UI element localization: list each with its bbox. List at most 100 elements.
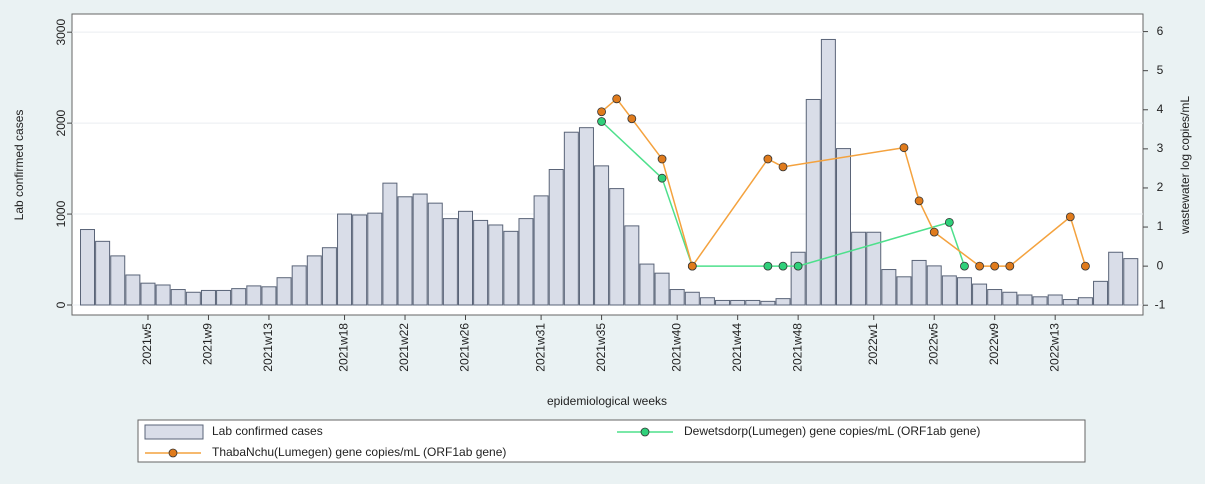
bar bbox=[367, 212, 383, 306]
bar bbox=[291, 265, 307, 306]
line-marker bbox=[657, 154, 667, 164]
x-tick-label: 2021w22 bbox=[397, 323, 411, 372]
bar bbox=[261, 286, 277, 306]
bar bbox=[669, 289, 685, 306]
line-marker bbox=[597, 107, 606, 117]
x-tick-label: 2021w9 bbox=[201, 323, 215, 365]
line-segment bbox=[661, 158, 694, 267]
line-segment bbox=[1009, 216, 1071, 267]
x-tick-label: 2021w48 bbox=[790, 323, 804, 372]
x-tick-label: 2021w44 bbox=[730, 323, 744, 372]
line-marker bbox=[975, 261, 984, 271]
bar bbox=[397, 196, 413, 306]
bar bbox=[216, 289, 232, 306]
bar bbox=[987, 289, 1003, 306]
line-marker bbox=[778, 162, 788, 172]
x-tick-label: 2021w18 bbox=[337, 323, 351, 372]
line-marker bbox=[960, 261, 969, 271]
line-segment bbox=[933, 231, 981, 267]
bar bbox=[1062, 299, 1078, 306]
bar bbox=[503, 230, 519, 306]
line-marker bbox=[929, 227, 939, 237]
y-tick-label: 1000 bbox=[54, 200, 68, 227]
line-marker bbox=[657, 173, 667, 183]
bar bbox=[881, 269, 897, 306]
y2-tick-label: 2 bbox=[1157, 180, 1164, 194]
x-tick-label: 2021w35 bbox=[594, 323, 608, 372]
line-marker bbox=[778, 261, 788, 271]
bar bbox=[276, 277, 292, 306]
bar bbox=[836, 148, 851, 306]
bar bbox=[745, 299, 761, 306]
bar bbox=[231, 288, 247, 306]
bar bbox=[246, 285, 262, 306]
bar bbox=[442, 218, 458, 306]
bar bbox=[624, 225, 640, 306]
bar bbox=[352, 214, 368, 306]
legend-label: Lab confirmed cases bbox=[212, 424, 323, 438]
bar bbox=[337, 213, 353, 306]
y2-tick-label: 6 bbox=[1157, 24, 1164, 38]
bar bbox=[926, 265, 942, 306]
line-segment bbox=[661, 177, 694, 267]
bar bbox=[699, 297, 715, 306]
line-marker bbox=[763, 261, 773, 271]
bar bbox=[488, 224, 504, 306]
line-segment bbox=[948, 222, 966, 267]
line-marker bbox=[793, 261, 803, 271]
bar bbox=[578, 127, 594, 306]
bar bbox=[896, 276, 912, 306]
line-marker bbox=[612, 94, 622, 104]
line-marker bbox=[687, 261, 697, 271]
bar bbox=[956, 277, 972, 306]
bar bbox=[458, 210, 473, 306]
y2-tick-label: 3 bbox=[1157, 141, 1164, 155]
line-marker bbox=[1065, 212, 1075, 222]
line-marker bbox=[627, 114, 637, 124]
x-tick-label: 2021w26 bbox=[458, 323, 472, 372]
line-segment bbox=[691, 158, 769, 267]
bar bbox=[170, 289, 186, 306]
bar bbox=[321, 247, 337, 306]
x-tick-label: 2021w40 bbox=[669, 323, 683, 372]
line-marker bbox=[990, 261, 1000, 271]
bar bbox=[1032, 296, 1048, 306]
bar bbox=[775, 298, 791, 306]
y-axis-title: Lab confirmed cases bbox=[12, 110, 26, 221]
bar bbox=[609, 188, 625, 306]
bar bbox=[125, 274, 141, 306]
bar bbox=[548, 169, 564, 306]
x-tick-label: 2021w31 bbox=[533, 323, 547, 372]
y2-axis-title: wastewater log copies/mL bbox=[1178, 96, 1192, 235]
bar bbox=[805, 98, 821, 306]
bar bbox=[715, 299, 731, 306]
y2-tick-label: 1 bbox=[1157, 219, 1164, 233]
y2-tick-label: 4 bbox=[1157, 102, 1164, 116]
bar bbox=[140, 282, 156, 306]
bar bbox=[200, 289, 216, 306]
line-segment bbox=[782, 146, 905, 168]
bar bbox=[1123, 258, 1139, 306]
x-tick-label: 2021w13 bbox=[261, 323, 275, 372]
bar bbox=[941, 275, 957, 306]
legend-label: ThabaNchu(Lumegen) gene copies/mL (ORF1a… bbox=[212, 445, 506, 459]
y2-tick-label: 0 bbox=[1157, 258, 1164, 272]
bar bbox=[185, 291, 201, 306]
bar bbox=[639, 263, 655, 306]
line-segment bbox=[903, 147, 920, 202]
bar bbox=[866, 231, 882, 306]
x-tick-label: 2022w1 bbox=[866, 323, 880, 365]
line-marker bbox=[914, 196, 924, 206]
x-tick-label: 2021w5 bbox=[140, 323, 154, 365]
x-axis-title: epidemiological weeks bbox=[547, 394, 667, 408]
bar bbox=[820, 38, 836, 306]
bar bbox=[533, 195, 549, 306]
bar bbox=[790, 251, 806, 306]
x-tick-label: 2022w9 bbox=[987, 323, 1001, 365]
legend-box bbox=[137, 419, 1086, 463]
line-segment bbox=[631, 118, 663, 160]
bar bbox=[1077, 297, 1093, 306]
legend-label: Dewetsdorp(Lumegen) gene copies/mL (ORF1… bbox=[684, 424, 980, 438]
bar bbox=[684, 291, 700, 306]
